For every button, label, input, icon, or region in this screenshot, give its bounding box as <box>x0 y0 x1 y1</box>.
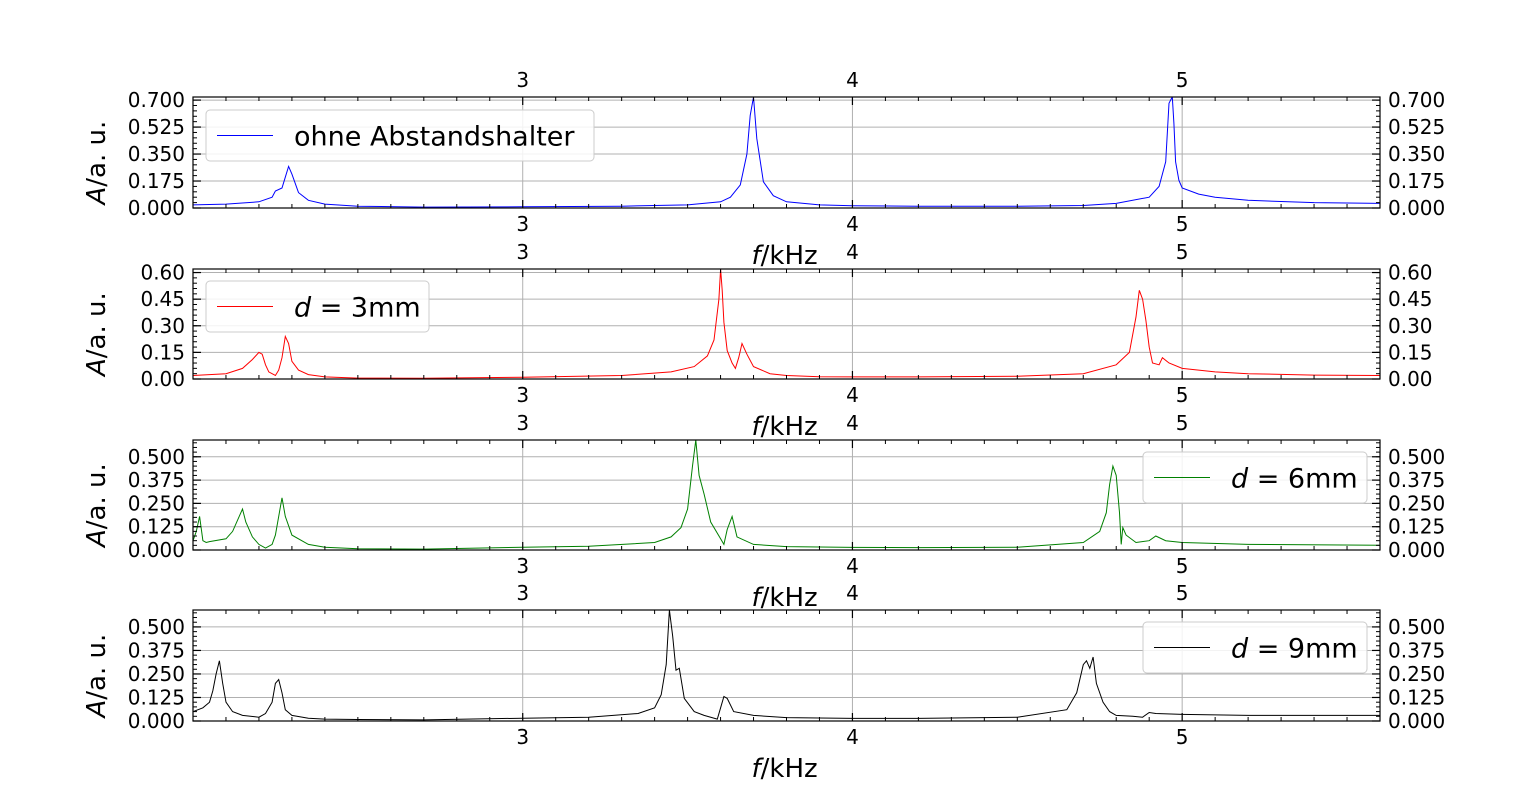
legend-box <box>1142 621 1368 674</box>
x-tick-label-bottom: 3 <box>516 554 529 578</box>
y-tick-label-left: 0.375 <box>128 638 185 662</box>
legend: d = 3mm <box>205 280 430 333</box>
y-tick-label-left: 0.30 <box>140 314 185 338</box>
x-tick-label-bottom: 5 <box>1176 212 1189 236</box>
y-tick-label-left: 0.000 <box>128 538 185 562</box>
y-tick-label-left: 0.525 <box>128 115 185 139</box>
y-axis-label: A/a. u. <box>82 463 112 549</box>
x-tick-label-bottom: 5 <box>1176 725 1189 749</box>
x-tick-label-top: 3 <box>516 68 529 92</box>
x-tick-label-bottom: 4 <box>846 725 859 749</box>
y-tick-label-left: 0.250 <box>128 491 185 515</box>
legend-box <box>205 109 595 162</box>
legend: d = 9mm <box>1142 621 1368 674</box>
x-tick-label-bottom: 4 <box>846 383 859 407</box>
y-tick-label-right: 0.000 <box>1388 538 1445 562</box>
x-tick-label-top: 4 <box>846 581 859 605</box>
y-tick-label-right: 0.000 <box>1388 196 1445 220</box>
y-tick-label-right: 0.30 <box>1388 314 1433 338</box>
y-axis-label: A/a. u. <box>82 121 112 207</box>
y-axis-label: A/a. u. <box>82 634 112 720</box>
y-tick-label-right: 0.15 <box>1388 340 1433 364</box>
series-line <box>193 440 1380 550</box>
x-tick-label-top: 4 <box>846 68 859 92</box>
x-tick-label-bottom: 3 <box>516 383 529 407</box>
axes-frame <box>192 268 1381 380</box>
x-axis-label: f/kHz <box>752 412 818 442</box>
x-tick-label-top: 5 <box>1176 240 1189 264</box>
y-tick-label-left: 0.500 <box>128 615 185 639</box>
y-tick-label-right: 0.175 <box>1388 169 1445 193</box>
x-tick-label-top: 5 <box>1176 581 1189 605</box>
axes-frame <box>192 96 1381 209</box>
y-tick-label-right: 0.250 <box>1388 662 1445 686</box>
series-line <box>193 97 1380 208</box>
y-tick-label-left: 0.350 <box>128 142 185 166</box>
y-tick-label-left: 0.375 <box>128 468 185 492</box>
x-tick-label-top: 5 <box>1176 411 1189 435</box>
y-tick-label-left: 0.000 <box>128 709 185 733</box>
y-tick-label-left: 0.125 <box>128 685 185 709</box>
x-tick-label-bottom: 3 <box>516 212 529 236</box>
legend: d = 6mm <box>1142 451 1368 504</box>
y-tick-label-left: 0.500 <box>128 445 185 469</box>
y-tick-label-left: 0.45 <box>140 287 185 311</box>
y-tick-label-right: 0.125 <box>1388 685 1445 709</box>
x-axis-label: f/kHz <box>752 754 818 784</box>
legend-label: d = 3mm <box>294 293 421 324</box>
x-tick-label-bottom: 3 <box>516 725 529 749</box>
axes-frame <box>192 609 1381 722</box>
y-tick-label-left: 0.60 <box>140 261 185 285</box>
y-tick-label-left: 0.000 <box>128 196 185 220</box>
x-tick-label-top: 4 <box>846 411 859 435</box>
y-tick-label-right: 0.00 <box>1388 367 1433 391</box>
y-tick-label-right: 0.375 <box>1388 468 1445 492</box>
y-tick-label-left: 0.00 <box>140 367 185 391</box>
series-line <box>193 610 1380 721</box>
panel-1: 3 3 4 4 5 5 0.000 0.000 0.175 0.175 0.350 0.350 0.52… <box>82 68 1445 271</box>
y-tick-label-left: 0.175 <box>128 169 185 193</box>
y-tick-label-left: 0.250 <box>128 662 185 686</box>
x-tick-label-bottom: 4 <box>846 212 859 236</box>
y-tick-label-right: 0.45 <box>1388 287 1433 311</box>
legend-box <box>205 280 430 333</box>
axes-frame <box>192 439 1381 551</box>
x-tick-label-top: 5 <box>1176 68 1189 92</box>
legend-box <box>1142 451 1368 504</box>
x-tick-label-top: 4 <box>846 240 859 264</box>
y-tick-label-right: 0.500 <box>1388 445 1445 469</box>
y-tick-label-right: 0.60 <box>1388 261 1433 285</box>
x-tick-label-top: 3 <box>516 411 529 435</box>
y-tick-label-right: 0.525 <box>1388 115 1445 139</box>
y-axis-label: A/a. u. <box>82 292 112 378</box>
y-tick-label-right: 0.375 <box>1388 638 1445 662</box>
x-tick-label-bottom: 4 <box>846 554 859 578</box>
legend: ohne Abstandshalter <box>205 109 595 162</box>
y-tick-label-left: 0.15 <box>140 340 185 364</box>
y-tick-label-right: 0.500 <box>1388 615 1445 639</box>
legend-label: d = 6mm <box>1231 464 1358 495</box>
y-tick-label-right: 0.700 <box>1388 88 1445 112</box>
series-line <box>193 269 1380 379</box>
y-tick-label-left: 0.125 <box>128 515 185 539</box>
legend-label: ohne Abstandshalter <box>294 122 575 153</box>
x-tick-label-top: 3 <box>516 240 529 264</box>
y-tick-label-right: 0.250 <box>1388 491 1445 515</box>
x-tick-label-bottom: 5 <box>1176 554 1189 578</box>
y-tick-label-left: 0.700 <box>128 88 185 112</box>
x-axis-label: f/kHz <box>752 241 818 271</box>
x-tick-label-top: 3 <box>516 581 529 605</box>
legend-label: d = 9mm <box>1231 634 1358 665</box>
y-tick-label-right: 0.125 <box>1388 515 1445 539</box>
x-axis-label: f/kHz <box>752 583 818 613</box>
y-tick-label-right: 0.350 <box>1388 142 1445 166</box>
y-tick-label-right: 0.000 <box>1388 709 1445 733</box>
x-tick-label-bottom: 5 <box>1176 383 1189 407</box>
